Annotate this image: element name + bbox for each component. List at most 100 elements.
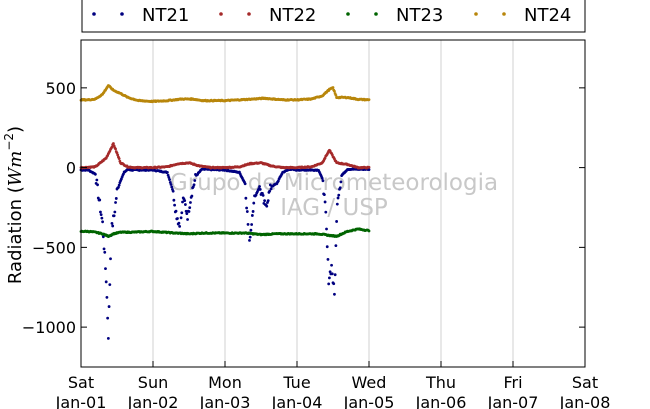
data-point-nt21	[265, 204, 269, 208]
data-point-nt21	[184, 209, 188, 213]
data-point-nt21	[109, 257, 112, 261]
x-tick-label-date: Jan-03	[199, 393, 251, 409]
legend-label: NT22	[269, 5, 316, 26]
watermark-line-2: IAG / USP	[280, 195, 388, 221]
x-tick-label-day: Sat	[68, 373, 94, 392]
data-point-nt21	[320, 176, 324, 180]
data-point-nt21	[186, 218, 189, 221]
data-point-nt24	[331, 86, 335, 89]
data-point-nt21	[243, 182, 247, 186]
legend-marker	[374, 12, 378, 16]
legend-label: NT21	[142, 5, 189, 26]
data-point-nt21	[185, 212, 189, 216]
data-point-nt23	[367, 229, 371, 233]
y-axis-label-exponent: −2	[2, 133, 16, 151]
data-point-nt21	[171, 189, 175, 193]
data-point-nt21	[117, 183, 121, 187]
x-tick-label-day: Mon	[208, 373, 242, 392]
data-point-nt21	[330, 263, 333, 267]
data-point-nt21	[245, 210, 249, 213]
data-point-nt21	[325, 245, 329, 249]
x-tick-label-date: Jan-05	[343, 393, 395, 409]
data-point-nt22	[367, 165, 371, 169]
data-point-nt21	[327, 282, 331, 286]
data-point-nt21	[328, 270, 332, 274]
data-point-nt21	[333, 292, 336, 296]
data-point-nt21	[338, 186, 342, 190]
data-point-nt22	[117, 157, 121, 161]
legend-marker	[502, 12, 506, 16]
x-tick-label-day: Tue	[282, 373, 310, 392]
data-point-nt21	[170, 185, 174, 189]
data-point-nt21	[324, 210, 328, 214]
data-point-nt21	[258, 185, 261, 188]
x-tick-label-day: Sat	[572, 373, 598, 392]
y-tick-label: 500	[45, 79, 76, 98]
data-point-nt21	[166, 171, 169, 174]
x-tick-label-day: Sun	[138, 373, 168, 392]
data-point-nt21	[108, 283, 112, 287]
data-point-nt21	[111, 224, 115, 228]
data-point-nt21	[173, 203, 177, 207]
series-nt22	[79, 142, 371, 170]
data-point-nt21	[245, 206, 249, 210]
data-point-nt21	[183, 199, 187, 203]
legend-marker	[346, 12, 350, 16]
legend-label: NT24	[524, 5, 571, 26]
legend-marker	[120, 12, 124, 16]
data-point-nt21	[332, 282, 336, 286]
grid	[152, 40, 514, 367]
data-point-nt21	[99, 210, 102, 214]
data-point-nt21	[336, 196, 340, 200]
data-point-nt21	[172, 198, 176, 202]
x-tick-label-date: Jan-07	[487, 393, 539, 409]
data-point-nt21	[184, 203, 187, 206]
series-nt23	[79, 227, 371, 239]
data-point-nt24	[333, 89, 336, 93]
data-point-nt24	[334, 93, 338, 97]
data-point-nt21	[102, 247, 106, 251]
data-point-nt21	[113, 210, 117, 214]
data-point-nt21	[110, 221, 114, 225]
data-point-nt21	[96, 183, 99, 187]
data-point-nt21	[268, 189, 272, 193]
y-axis-label-unit: Wm	[5, 151, 26, 187]
x-tick-label-day: Thu	[425, 373, 456, 392]
data-point-nt21	[322, 193, 326, 197]
data-point-nt21	[252, 201, 256, 205]
data-point-nt21	[167, 175, 171, 179]
data-point-nt21	[192, 183, 196, 187]
data-point-nt21	[339, 180, 343, 184]
y-tick-label: −500	[32, 238, 76, 257]
data-point-nt21	[112, 214, 116, 218]
data-point-nt21	[261, 194, 265, 197]
data-point-nt21	[166, 173, 170, 177]
watermark-line-1: Grupo de Micrometeorologia	[170, 170, 498, 196]
data-point-nt21	[249, 228, 253, 232]
data-point-nt21	[98, 198, 102, 202]
data-point-nt21	[335, 220, 338, 223]
x-tick-label-day: Wed	[352, 373, 387, 392]
data-point-nt21	[168, 180, 172, 184]
data-point-nt21	[335, 202, 339, 206]
data-point-nt21	[100, 216, 104, 220]
legend: NT21 NT22 NT23 NT24	[81, 0, 586, 33]
data-point-nt21	[104, 280, 108, 284]
data-point-nt21	[248, 235, 252, 239]
data-point-nt21	[107, 305, 111, 308]
data-point-nt21	[190, 194, 194, 198]
data-point-nt22	[116, 153, 120, 157]
data-point-nt21	[193, 179, 197, 182]
series-nt24	[79, 84, 371, 104]
data-point-nt21	[181, 200, 184, 204]
legend-box	[81, 0, 586, 33]
svg-text:Radiation (Wm−2): Radiation (Wm−2)	[2, 126, 26, 284]
y-tick-label: −1000	[22, 318, 76, 337]
data-point-nt21	[180, 211, 184, 215]
data-point-nt21	[333, 273, 337, 277]
data-point-nt21	[99, 213, 103, 217]
data-point-nt21	[246, 222, 250, 226]
legend-marker	[219, 12, 223, 16]
data-point-nt21	[330, 272, 334, 276]
